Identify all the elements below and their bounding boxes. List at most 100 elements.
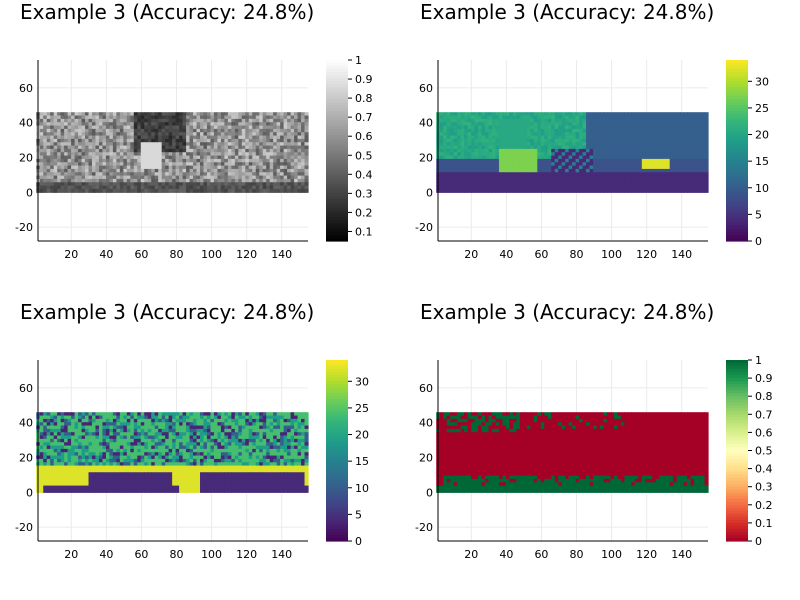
- heatmap-cell: [554, 118, 559, 123]
- heatmap-cell: [443, 162, 448, 167]
- heatmap-cell: [213, 152, 219, 157]
- heatmap-cell: [144, 128, 149, 133]
- heatmap-cell: [652, 168, 657, 173]
- heatmap-cell: [227, 452, 232, 457]
- heatmap-cell: [561, 172, 566, 177]
- heatmap-cell: [276, 452, 281, 457]
- heatmap-cell: [512, 158, 517, 163]
- heatmap-cell: [694, 172, 699, 177]
- heatmap-cell: [530, 185, 535, 190]
- heatmap-cell: [273, 125, 278, 130]
- heatmap-cell: [213, 132, 219, 137]
- heatmap-cell: [558, 138, 563, 143]
- heatmap-cell: [439, 182, 444, 187]
- colorbar-segment: [726, 225, 748, 230]
- colorbar-segment: [326, 189, 348, 194]
- heatmap-cell: [98, 452, 104, 457]
- heatmap-cell: [266, 125, 271, 130]
- heatmap-cell: [119, 432, 124, 437]
- heatmap-cell: [64, 162, 69, 167]
- heatmap-cell: [71, 128, 76, 133]
- heatmap-cell: [638, 125, 643, 130]
- heatmap-cell: [603, 178, 608, 183]
- heatmap-cell: [78, 188, 83, 193]
- heatmap-cell: [199, 185, 205, 190]
- heatmap-cell: [262, 448, 267, 453]
- heatmap-cell: [443, 122, 448, 127]
- heatmap-cell: [683, 135, 688, 140]
- heatmap-cell: [519, 138, 524, 143]
- heatmap-cell: [255, 138, 260, 143]
- heatmap-cell: [502, 132, 507, 137]
- heatmap-cell: [245, 145, 250, 150]
- heatmap-cell: [631, 168, 636, 173]
- heatmap-cell: [610, 128, 615, 133]
- heatmap-cell: [297, 145, 302, 150]
- heatmap-cell: [620, 188, 625, 193]
- heatmap-cell: [297, 112, 302, 117]
- heatmap-cell: [186, 435, 191, 440]
- heatmap-cell: [144, 115, 149, 120]
- heatmap-cell: [687, 155, 692, 160]
- heatmap-cell: [78, 448, 83, 453]
- heatmap-cell: [453, 178, 458, 183]
- heatmap-cell: [610, 125, 615, 130]
- heatmap-cell: [568, 112, 573, 117]
- heatmap-cell: [687, 122, 692, 127]
- heatmap-cell: [547, 172, 552, 177]
- heatmap-cell: [133, 422, 138, 427]
- heatmap-cell: [210, 435, 215, 440]
- heatmap-cell: [509, 125, 514, 130]
- heatmap-cell: [255, 185, 260, 190]
- heatmap-cell: [147, 145, 152, 150]
- heatmap-cell: [126, 422, 131, 427]
- heatmap-cell: [165, 165, 170, 170]
- heatmap-cell: [704, 152, 709, 157]
- heatmap-cell: [283, 125, 288, 130]
- heatmap-cell: [53, 448, 58, 453]
- heatmap-cell: [280, 115, 285, 120]
- heatmap-cell: [464, 145, 469, 150]
- heatmap-cell: [255, 125, 260, 130]
- heatmap-cell: [98, 442, 104, 447]
- heatmap-cell: [248, 415, 253, 420]
- colorbar-segment: [326, 129, 348, 133]
- heatmap-cell: [554, 122, 559, 127]
- heatmap-cell: [147, 412, 152, 417]
- heatmap-cell: [519, 118, 524, 123]
- heatmap-cell: [210, 415, 215, 420]
- heatmap-cell: [474, 152, 479, 157]
- heatmap-cell: [144, 135, 149, 140]
- heatmap-cell: [206, 125, 212, 130]
- heatmap-cell: [655, 122, 660, 127]
- heatmap-cell: [168, 432, 173, 437]
- heatmap-cell: [701, 125, 706, 130]
- colorbar-segment: [326, 87, 348, 91]
- heatmap-cell: [74, 425, 79, 430]
- heatmap-cell: [287, 122, 292, 127]
- heatmap-cell: [523, 182, 528, 187]
- heatmap-cell: [683, 132, 688, 137]
- heatmap-cell: [50, 148, 55, 153]
- heatmap-cell: [144, 138, 149, 143]
- heatmap-cell: [269, 425, 274, 430]
- heatmap-cell: [283, 148, 288, 153]
- heatmap-cell: [290, 122, 295, 127]
- heatmap-cell: [217, 158, 222, 163]
- heatmap-cell: [704, 188, 709, 193]
- colorbar-tick-label: 30: [755, 75, 769, 88]
- heatmap-cell: [457, 125, 462, 130]
- heatmap-cell: [137, 118, 142, 123]
- heatmap-cell: [133, 172, 138, 177]
- heatmap-cell: [175, 148, 180, 153]
- heatmap-cell: [485, 175, 490, 180]
- heatmap-cell: [46, 185, 51, 190]
- heatmap-cell: [199, 188, 205, 193]
- heatmap-cell: [259, 425, 264, 430]
- heatmap-cell: [71, 418, 76, 423]
- heatmap-cell: [537, 172, 542, 177]
- heatmap-cell: [210, 142, 215, 147]
- heatmap-cell: [266, 445, 271, 450]
- heatmap-cell: [290, 172, 295, 177]
- heatmap-cell: [273, 172, 278, 177]
